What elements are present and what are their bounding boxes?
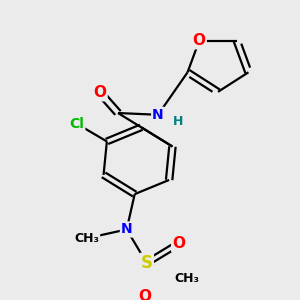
Text: CH₃: CH₃: [74, 232, 99, 245]
Text: O: O: [172, 236, 185, 251]
Text: O: O: [193, 33, 206, 48]
Text: Cl: Cl: [69, 117, 84, 131]
Text: O: O: [138, 289, 151, 300]
Text: N: N: [152, 108, 164, 122]
Text: S: S: [141, 254, 153, 272]
Text: N: N: [121, 222, 133, 236]
Text: CH₃: CH₃: [174, 272, 199, 285]
Text: H: H: [173, 116, 183, 128]
Text: O: O: [94, 85, 106, 100]
